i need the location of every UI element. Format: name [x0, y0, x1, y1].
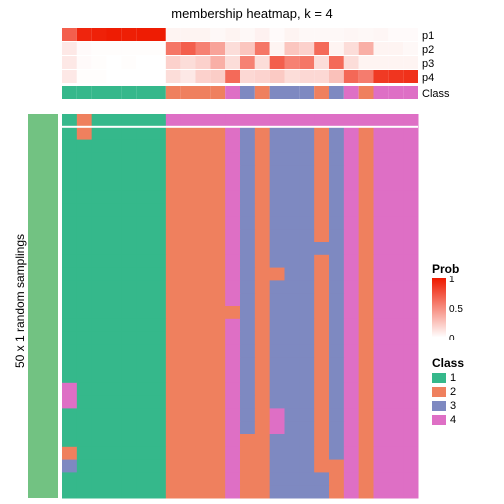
legend-prob: Prob 00.51 [432, 262, 472, 345]
svg-text:0: 0 [449, 334, 455, 340]
svg-text:p1: p1 [422, 30, 434, 42]
svg-text:1: 1 [449, 276, 455, 285]
legend-class-item: 4 [432, 414, 464, 426]
svg-text:0.5: 0.5 [449, 304, 463, 315]
legend-prob-title: Prob [432, 262, 472, 276]
svg-text:p3: p3 [422, 58, 434, 70]
legend-class: Class 1 2 3 4 [432, 356, 464, 426]
legend-prob-gradient: 00.51 [432, 276, 472, 340]
heatmap-svg: p1 p2 p3 p4 Class [0, 0, 504, 504]
svg-text:p4: p4 [422, 72, 434, 84]
legend-class-item: 1 [432, 372, 464, 384]
svg-text:Class: Class [422, 88, 450, 100]
svg-text:p2: p2 [422, 44, 434, 56]
legend-class-title: Class [432, 356, 464, 370]
legend-class-item: 3 [432, 400, 464, 412]
legend-class-item: 2 [432, 386, 464, 398]
